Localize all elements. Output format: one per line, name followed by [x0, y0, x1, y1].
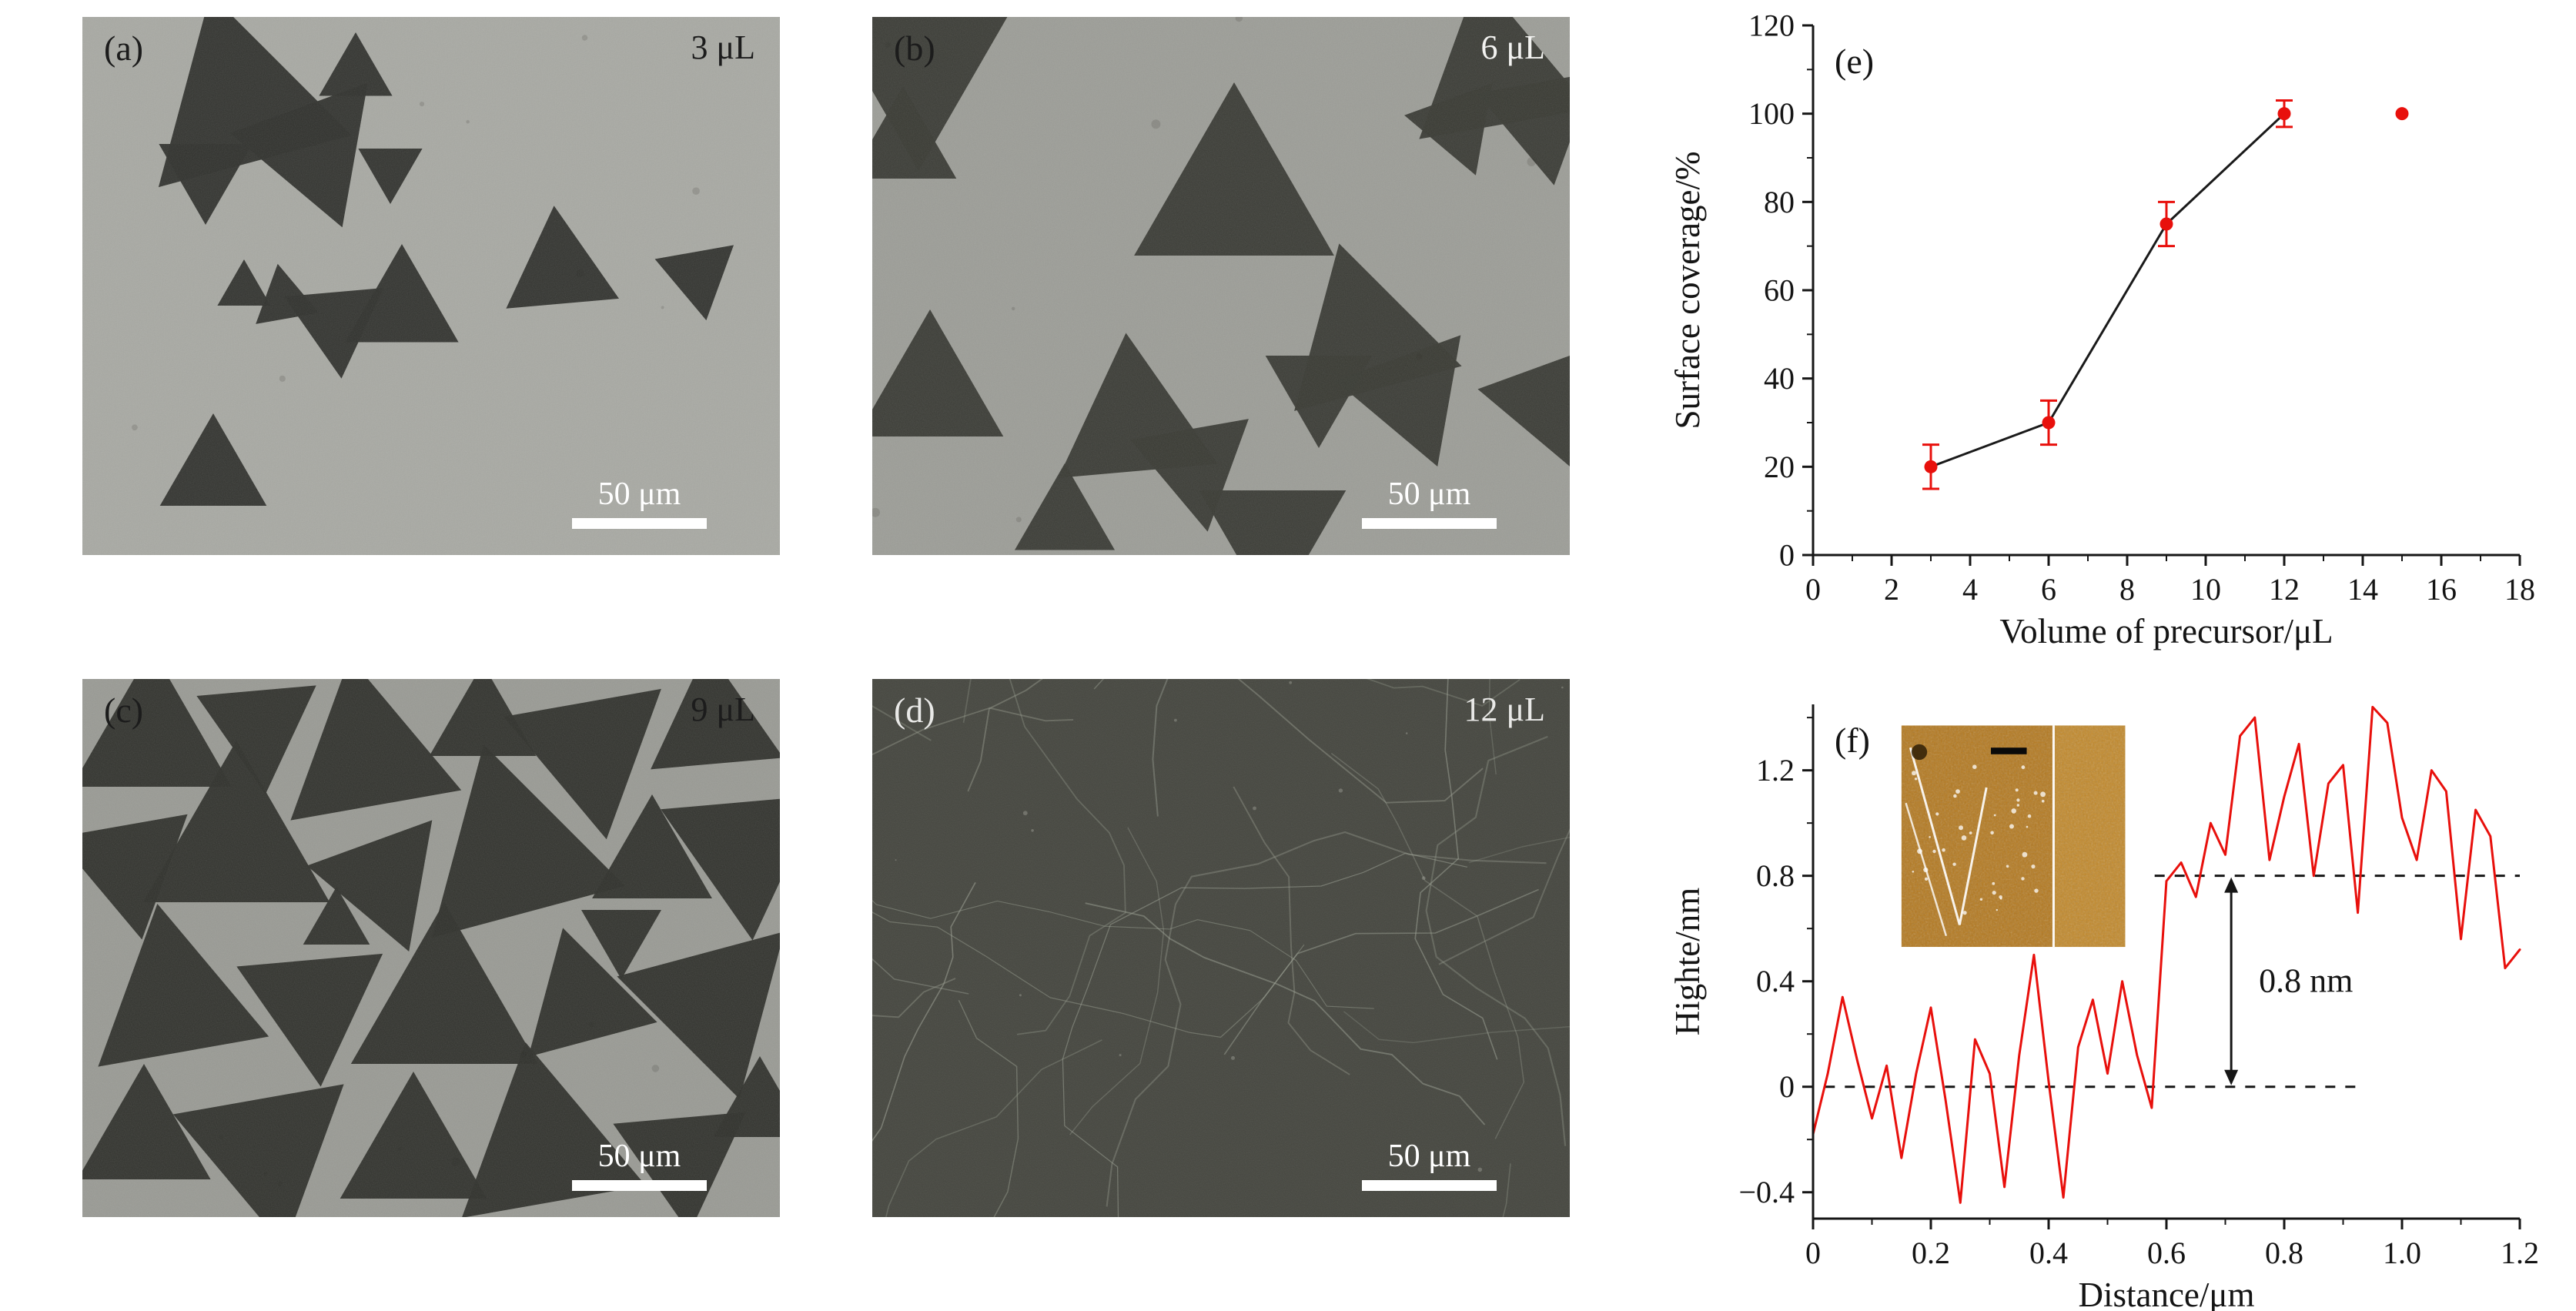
svg-text:Distance/μm: Distance/μm — [2078, 1276, 2254, 1311]
panel-b-scalebar: 50 μm — [1362, 478, 1497, 529]
panel-c-scalebar: 50 μm — [572, 1140, 707, 1191]
svg-text:12: 12 — [2269, 572, 2300, 607]
svg-text:(e): (e) — [1835, 42, 1874, 81]
svg-text:0.8: 0.8 — [2265, 1236, 2303, 1270]
svg-text:Volume of precursor/μL: Volume of precursor/μL — [1999, 612, 2333, 650]
svg-text:1.2: 1.2 — [2501, 1236, 2539, 1270]
panel-d-volume-label: 12 μL — [1464, 691, 1545, 728]
sem-panel-b: (b) 6 μL 50 μm — [872, 17, 1570, 555]
sem-panel-d: (d) 12 μL 50 μm — [872, 679, 1570, 1217]
svg-text:0.2: 0.2 — [1912, 1236, 1950, 1270]
sem-image-c — [82, 679, 780, 1217]
svg-text:1.2: 1.2 — [1756, 753, 1795, 788]
surface-coverage-chart: 0 2 4 6 8 10 12 14 16 18 0 20 40 60 80 100 120 Volume of … — [1655, 0, 2576, 662]
svg-text:60: 60 — [1764, 273, 1795, 308]
svg-text:18: 18 — [2504, 572, 2535, 607]
svg-text:20: 20 — [1764, 450, 1795, 484]
panel-b-letter: (b) — [894, 28, 935, 68]
sem-image-b — [872, 17, 1570, 555]
panel-b-scalebar-line — [1362, 518, 1497, 529]
svg-text:0: 0 — [1805, 572, 1821, 607]
svg-text:80: 80 — [1764, 185, 1795, 219]
svg-text:−0.4: −0.4 — [1738, 1175, 1795, 1209]
svg-text:16: 16 — [2426, 572, 2457, 607]
svg-text:0.4: 0.4 — [1756, 964, 1795, 998]
svg-text:0.6: 0.6 — [2147, 1236, 2186, 1270]
svg-text:0.8 nm: 0.8 nm — [2259, 962, 2353, 1000]
panel-d-scalebar-line — [1362, 1180, 1497, 1191]
panel-a-letter: (a) — [104, 28, 144, 68]
panel-a-scalebar-label: 50 μm — [597, 477, 681, 512]
svg-text:40: 40 — [1764, 361, 1795, 396]
sem-image-d — [872, 679, 1570, 1217]
panel-c-scalebar-label: 50 μm — [597, 1139, 681, 1174]
panel-c-volume-label: 9 μL — [691, 691, 755, 728]
panel-b-volume-label: 6 μL — [1480, 28, 1545, 66]
panel-a-scalebar: 50 μm — [572, 478, 707, 529]
panel-b-scalebar-label: 50 μm — [1387, 477, 1471, 512]
svg-text:0: 0 — [1779, 538, 1795, 573]
svg-text:2: 2 — [1884, 572, 1899, 607]
panel-a-volume-label: 3 μL — [691, 28, 755, 66]
svg-text:8: 8 — [2119, 572, 2135, 607]
sem-panel-c: (c) 9 μL 50 μm — [82, 679, 780, 1217]
sem-image-a — [82, 17, 780, 555]
svg-text:10: 10 — [2190, 572, 2221, 607]
panel-d-scalebar-label: 50 μm — [1387, 1139, 1471, 1174]
svg-text:6: 6 — [2041, 572, 2056, 607]
svg-text:0: 0 — [1779, 1069, 1795, 1104]
svg-text:0: 0 — [1805, 1236, 1821, 1270]
svg-text:120: 120 — [1748, 8, 1795, 43]
svg-text:4: 4 — [1962, 572, 1978, 607]
svg-text:Highte/nm: Highte/nm — [1668, 888, 1707, 1035]
surface-coverage-plot: 0 2 4 6 8 10 12 14 16 18 0 20 40 60 80 100 120 Volume of … — [1668, 8, 2535, 651]
svg-text:14: 14 — [2347, 572, 2378, 607]
svg-text:(f): (f) — [1835, 721, 1870, 760]
panel-a-scalebar-line — [572, 518, 707, 529]
svg-text:100: 100 — [1748, 96, 1795, 131]
panel-c-scalebar-line — [572, 1180, 707, 1191]
panel-d-letter: (d) — [894, 691, 935, 730]
svg-text:0.4: 0.4 — [2029, 1236, 2068, 1270]
height-profile-chart: 0.8 nm 0 0.2 0.4 0.6 0.8 1.0 1.2 −0.4 0 0.4 0.8 1.2 D… — [1655, 658, 2576, 1311]
panel-c-letter: (c) — [104, 691, 144, 730]
height-profile-plot: 0.8 nm 0 0.2 0.4 0.6 0.8 1.0 1.2 −0.4 0 0.4 0.8 1.2 D… — [1668, 704, 2539, 1311]
panel-d-scalebar: 50 μm — [1362, 1140, 1497, 1191]
svg-text:1.0: 1.0 — [2383, 1236, 2421, 1270]
svg-text:Surface coverage/%: Surface coverage/% — [1668, 151, 1707, 429]
sem-panel-a: (a) 3 μL 50 μm — [82, 17, 780, 555]
svg-text:0.8: 0.8 — [1756, 858, 1795, 893]
